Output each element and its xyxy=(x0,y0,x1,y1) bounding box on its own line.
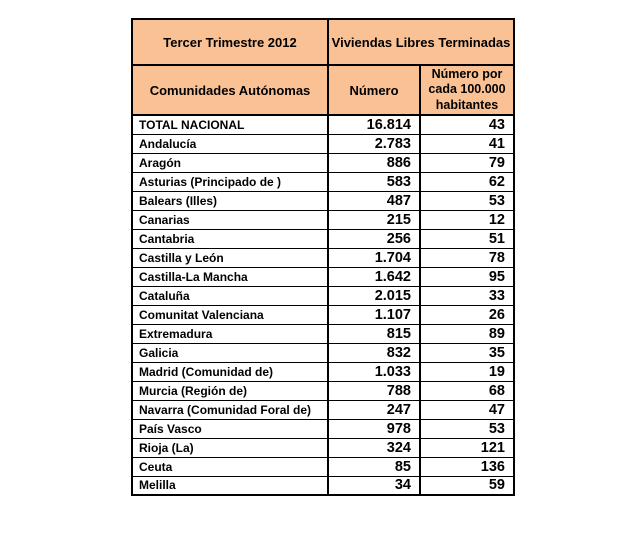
numero-cell: 1.107 xyxy=(327,304,421,325)
numero-column-header: Número xyxy=(327,64,421,116)
table-row: Castilla y León 1.704 78 xyxy=(131,247,515,268)
table-row: Asturias (Principado de ) 583 62 xyxy=(131,171,515,192)
per-100k-cell: 59 xyxy=(419,475,515,496)
table-header: Tercer Trimestre 2012 Viviendas Libres T… xyxy=(131,18,515,116)
table-row: Cataluña 2.015 33 xyxy=(131,285,515,306)
region-name-cell: Asturias (Principado de ) xyxy=(131,171,329,192)
table-row: Murcia (Región de) 788 68 xyxy=(131,380,515,401)
region-name-cell: Canarias xyxy=(131,209,329,230)
numero-cell: 324 xyxy=(327,437,421,458)
numero-cell: 487 xyxy=(327,190,421,211)
numero-cell: 16.814 xyxy=(327,114,421,135)
numero-cell: 256 xyxy=(327,228,421,249)
per-100k-cell: 136 xyxy=(419,456,515,477)
region-name-cell: Castilla y León xyxy=(131,247,329,268)
region-name-cell: Rioja (La) xyxy=(131,437,329,458)
table-row: Madrid (Comunidad de) 1.033 19 xyxy=(131,361,515,382)
region-name-cell: TOTAL NACIONAL xyxy=(131,114,329,135)
region-name-cell: Galicia xyxy=(131,342,329,363)
region-name-cell: Ceuta xyxy=(131,456,329,477)
table-row: Castilla-La Mancha 1.642 95 xyxy=(131,266,515,287)
housing-table: Tercer Trimestre 2012 Viviendas Libres T… xyxy=(131,18,515,496)
region-name-cell: Andalucía xyxy=(131,133,329,154)
per-100k-cell: 95 xyxy=(419,266,515,287)
per-100k-cell: 33 xyxy=(419,285,515,306)
table-row: Comunitat Valenciana 1.107 26 xyxy=(131,304,515,325)
region-name-cell: País Vasco xyxy=(131,418,329,439)
region-name-cell: Cantabria xyxy=(131,228,329,249)
region-name-cell: Navarra (Comunidad Foral de) xyxy=(131,399,329,420)
numero-cell: 247 xyxy=(327,399,421,420)
per-100k-column-header: Número por cada 100.000 habitantes xyxy=(419,64,515,116)
per-100k-cell: 121 xyxy=(419,437,515,458)
header-row-columns: Comunidades Autónomas Número Número por … xyxy=(131,64,515,116)
header-row-title: Tercer Trimestre 2012 Viviendas Libres T… xyxy=(131,18,515,66)
table-row: Andalucía 2.783 41 xyxy=(131,133,515,154)
per-100k-cell: 19 xyxy=(419,361,515,382)
per-100k-cell: 53 xyxy=(419,418,515,439)
measure-header-cell: Viviendas Libres Terminadas xyxy=(327,18,515,66)
per-100k-cell: 62 xyxy=(419,171,515,192)
per-100k-cell: 78 xyxy=(419,247,515,268)
numero-cell: 978 xyxy=(327,418,421,439)
region-name-cell: Aragón xyxy=(131,152,329,173)
per-100k-cell: 26 xyxy=(419,304,515,325)
table-row: TOTAL NACIONAL 16.814 43 xyxy=(131,114,515,135)
per-100k-cell: 53 xyxy=(419,190,515,211)
numero-cell: 1.704 xyxy=(327,247,421,268)
per-100k-cell: 43 xyxy=(419,114,515,135)
numero-cell: 832 xyxy=(327,342,421,363)
numero-cell: 815 xyxy=(327,323,421,344)
table-row: Cantabria 256 51 xyxy=(131,228,515,249)
region-name-cell: Murcia (Región de) xyxy=(131,380,329,401)
region-name-cell: Cataluña xyxy=(131,285,329,306)
region-name-cell: Melilla xyxy=(131,475,329,496)
table-row: Rioja (La) 324 121 xyxy=(131,437,515,458)
table-row: Melilla 34 59 xyxy=(131,475,515,496)
per-100k-cell: 68 xyxy=(419,380,515,401)
table-row: País Vasco 978 53 xyxy=(131,418,515,439)
table-row: Extremadura 815 89 xyxy=(131,323,515,344)
per-100k-cell: 79 xyxy=(419,152,515,173)
region-column-header: Comunidades Autónomas xyxy=(131,64,329,116)
region-name-cell: Comunitat Valenciana xyxy=(131,304,329,325)
numero-cell: 1.642 xyxy=(327,266,421,287)
table-row: Canarias 215 12 xyxy=(131,209,515,230)
region-name-cell: Balears (Illes) xyxy=(131,190,329,211)
period-header-cell: Tercer Trimestre 2012 xyxy=(131,18,329,66)
table-row: Aragón 886 79 xyxy=(131,152,515,173)
table-row: Ceuta 85 136 xyxy=(131,456,515,477)
numero-cell: 583 xyxy=(327,171,421,192)
table-row: Navarra (Comunidad Foral de) 247 47 xyxy=(131,399,515,420)
table-body: TOTAL NACIONAL 16.814 43 Andalucía 2.783 41 Ar… xyxy=(131,114,515,496)
numero-cell: 85 xyxy=(327,456,421,477)
per-100k-cell: 41 xyxy=(419,133,515,154)
table-row: Galicia 832 35 xyxy=(131,342,515,363)
region-name-cell: Castilla-La Mancha xyxy=(131,266,329,287)
numero-cell: 215 xyxy=(327,209,421,230)
numero-cell: 1.033 xyxy=(327,361,421,382)
per-100k-cell: 51 xyxy=(419,228,515,249)
numero-cell: 788 xyxy=(327,380,421,401)
numero-cell: 2.015 xyxy=(327,285,421,306)
region-name-cell: Madrid (Comunidad de) xyxy=(131,361,329,382)
per-100k-cell: 12 xyxy=(419,209,515,230)
table-row: Balears (Illes) 487 53 xyxy=(131,190,515,211)
numero-cell: 886 xyxy=(327,152,421,173)
numero-cell: 2.783 xyxy=(327,133,421,154)
region-name-cell: Extremadura xyxy=(131,323,329,344)
per-100k-cell: 89 xyxy=(419,323,515,344)
per-100k-cell: 35 xyxy=(419,342,515,363)
numero-cell: 34 xyxy=(327,475,421,496)
per-100k-cell: 47 xyxy=(419,399,515,420)
